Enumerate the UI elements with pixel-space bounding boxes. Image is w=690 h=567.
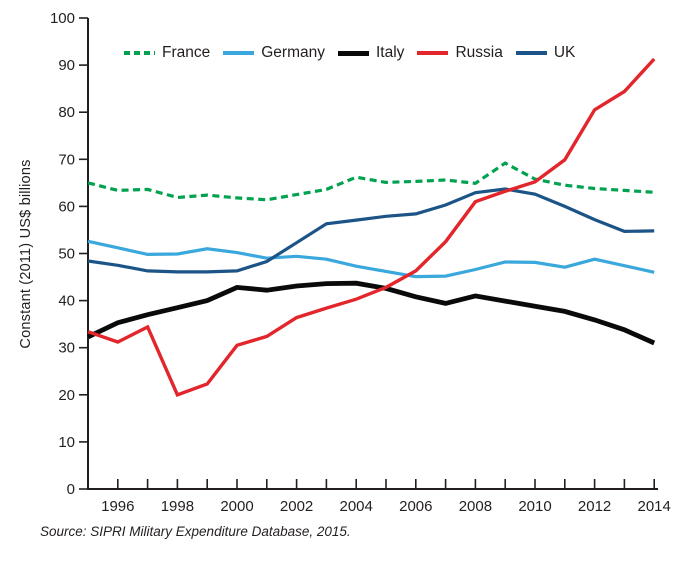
legend-swatch-france — [124, 51, 155, 55]
y-axis-title: Constant (2011) US$ billions — [18, 159, 34, 349]
x-axis-tick-label: 2008 — [459, 498, 492, 515]
series-line-italy — [86, 280, 656, 346]
y-axis-tick-label: 100 — [50, 10, 75, 27]
series-line-germany — [87, 239, 655, 279]
x-axis-tick-label: 2006 — [399, 498, 432, 515]
series-line-russia — [87, 57, 656, 397]
legend: France Germany Italy Russia UK — [124, 44, 575, 62]
x-axis-tick-label: 2002 — [280, 498, 313, 515]
x-axis-tick-label: 2012 — [578, 498, 611, 515]
y-axis-tick-label: 40 — [58, 293, 75, 310]
legend-label-germany: Germany — [261, 44, 325, 61]
y-axis-tick-label: 90 — [58, 57, 75, 74]
legend-item-russia: Russia — [417, 44, 503, 62]
x-axis-tick-label: 1998 — [161, 498, 194, 515]
series-line-uk — [87, 187, 655, 274]
y-axis-tick-label: 30 — [58, 340, 75, 357]
legend-item-uk: UK — [515, 44, 576, 62]
legend-item-germany: Germany — [223, 44, 325, 62]
source-note: Source: SIPRI Military Expenditure Datab… — [40, 524, 351, 539]
x-axis-tick-label: 2004 — [340, 498, 373, 515]
y-axis-tick-label: 10 — [58, 434, 75, 451]
series-line-france — [87, 161, 655, 202]
legend-swatch-germany — [223, 51, 255, 55]
legend-label-france: France — [162, 44, 211, 61]
legend-swatch-italy — [338, 50, 369, 56]
y-axis-tick-label: 20 — [58, 387, 75, 404]
x-axis-tick-label: 2000 — [220, 498, 253, 515]
y-axis-tick-label: 80 — [58, 104, 75, 121]
axis-lines — [87, 18, 658, 490]
y-axis-tick-label: 0 — [67, 481, 75, 498]
legend-label-italy: Italy — [376, 44, 405, 61]
y-axis-tick-label: 50 — [58, 246, 75, 263]
legend-item-france: France — [124, 44, 210, 62]
x-axis-tick-label: 2010 — [518, 498, 551, 515]
legend-label-uk: UK — [553, 44, 576, 61]
x-axis-tick-label: 2014 — [638, 498, 671, 515]
legend-item-italy: Italy — [338, 44, 404, 62]
x-axis-tick-label: 1996 — [101, 498, 134, 515]
y-axis-tick-label: 60 — [58, 198, 75, 215]
legend-swatch-uk — [515, 51, 547, 55]
legend-swatch-russia — [417, 51, 449, 55]
y-axis-tick-label: 70 — [58, 151, 75, 168]
legend-label-russia: Russia — [455, 44, 503, 61]
